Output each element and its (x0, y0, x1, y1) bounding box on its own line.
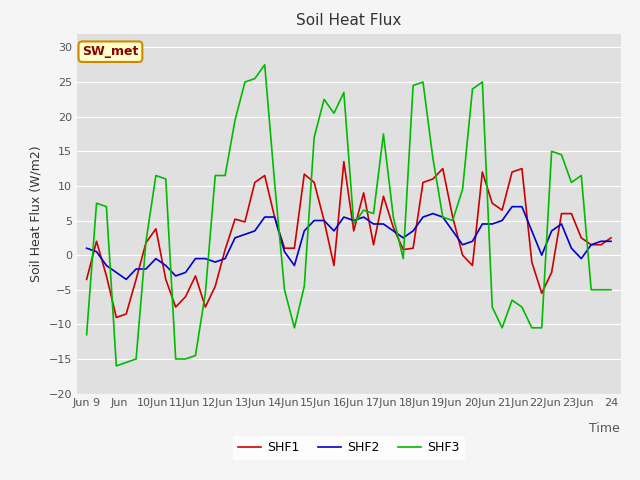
SHF2 (508, 204, 516, 210)
SHF2 (607, 239, 615, 244)
SHF1 (83, 276, 90, 282)
Title: Soil Heat Flux: Soil Heat Flux (296, 13, 401, 28)
Line: SHF3: SHF3 (86, 65, 611, 366)
SHF1 (459, 252, 467, 258)
SHF2 (182, 270, 189, 276)
Line: SHF1: SHF1 (86, 162, 611, 317)
SHF2 (380, 221, 387, 227)
SHF3 (409, 83, 417, 88)
SHF3 (261, 62, 269, 68)
SHF3 (459, 187, 467, 192)
SHF1 (340, 159, 348, 165)
SHF3 (182, 356, 189, 362)
Line: SHF2: SHF2 (86, 207, 611, 279)
SHF3 (113, 363, 120, 369)
SHF1 (607, 235, 615, 240)
SHF1 (409, 245, 417, 251)
SHF3 (390, 214, 397, 220)
SHF2 (83, 245, 90, 251)
Text: SW_met: SW_met (82, 45, 139, 58)
SHF2 (291, 263, 298, 268)
SHF3 (419, 79, 427, 85)
Y-axis label: Soil Heat Flux (W/m2): Soil Heat Flux (W/m2) (30, 145, 43, 282)
SHF3 (83, 332, 90, 337)
SHF1 (419, 180, 427, 185)
SHF3 (300, 283, 308, 289)
Legend: SHF1, SHF2, SHF3: SHF1, SHF2, SHF3 (234, 436, 464, 459)
SHF1 (390, 225, 397, 230)
SHF1 (113, 314, 120, 320)
SHF3 (607, 287, 615, 293)
SHF1 (291, 245, 298, 251)
SHF2 (409, 228, 417, 234)
SHF1 (182, 294, 189, 300)
SHF2 (122, 276, 130, 282)
SHF2 (399, 235, 407, 240)
X-axis label: Time: Time (589, 422, 620, 435)
SHF2 (449, 228, 456, 234)
